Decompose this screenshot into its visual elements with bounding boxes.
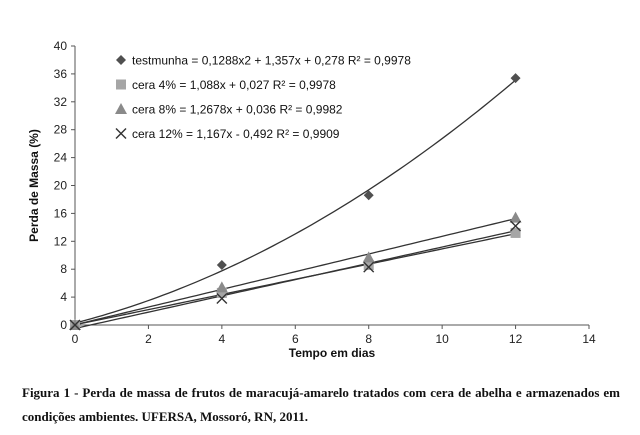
y-tick-label: 16 [54, 206, 68, 220]
legend-label-2: cera 4% = 1,088x + 0,027 R² = 0,9978 [132, 78, 336, 92]
legend-marker-4 [115, 128, 127, 139]
fit-line-series-4 [74, 230, 516, 330]
caption-line-1: Figura 1 - Perda de massa de frutos de m… [22, 385, 522, 400]
x-marker-stroke [363, 261, 375, 273]
legend-label-1: testmunha = 0,1288x2 + 1,357x + 0,278 R²… [132, 54, 411, 68]
legend: testmunha = 0,1288x2 + 1,357x + 0,278 R²… [115, 54, 411, 141]
x-tick-label: 8 [365, 332, 372, 346]
figure-caption: Figura 1 - Perda de massa de frutos de m… [22, 381, 620, 429]
data-point-series-4 [216, 293, 228, 304]
fit-lines [74, 79, 516, 330]
data-point-series-1 [216, 260, 227, 271]
y-tick-label: 0 [60, 318, 67, 332]
y-tick-label: 20 [54, 179, 68, 193]
caption-line-2: armazenados em condições ambientes. UFER… [22, 385, 621, 424]
y-tick-label: 32 [54, 95, 68, 109]
x-tick-label: 14 [582, 332, 596, 346]
x-marker-stroke [510, 220, 522, 232]
legend-marker-2 [116, 79, 126, 90]
fit-line-series-1 [74, 79, 516, 324]
data-point-series-1 [363, 190, 374, 201]
x-tick-label: 0 [72, 332, 79, 346]
data-point-series-2 [216, 287, 227, 298]
data-point-series-2 [510, 227, 521, 238]
data-point-series-1 [510, 73, 521, 84]
y-tick-label: 40 [54, 39, 68, 53]
legend-marker-1 [116, 55, 126, 65]
x-tick-label: 12 [509, 332, 523, 346]
data-point-series-4 [510, 220, 522, 232]
x-marker-stroke [216, 293, 228, 304]
legend-marker-3 [115, 103, 127, 114]
y-axis-title: Perda de Massa (%) [27, 129, 41, 242]
y-tick-label: 12 [54, 234, 68, 248]
x-tick-label: 6 [292, 332, 299, 346]
data-points [69, 73, 522, 331]
data-point-series-3 [362, 251, 375, 263]
x-marker-stroke [69, 319, 81, 331]
legend-label-4: cera 12% = 1,167x - 0,492 R² = 0,9909 [132, 127, 340, 141]
fit-line-series-3 [74, 217, 516, 326]
x-tick-label: 10 [435, 332, 449, 346]
data-point-series-3 [215, 281, 228, 293]
data-point-series-4 [69, 319, 81, 331]
y-tick-label: 24 [54, 151, 68, 165]
x-tick-label: 4 [219, 332, 226, 346]
y-tick-label: 28 [54, 123, 68, 137]
x-tick-label: 2 [145, 332, 152, 346]
x-marker-stroke [115, 128, 127, 139]
data-point-series-3 [509, 211, 522, 223]
y-tick-label: 8 [60, 262, 67, 276]
x-axis-title: Tempo em dias [289, 346, 376, 360]
y-tick-label: 4 [60, 290, 67, 304]
legend-label-3: cera 8% = 1,2678x + 0,036 R² = 0,9982 [132, 103, 343, 117]
data-point-series-2 [363, 260, 374, 271]
data-point-series-4 [363, 261, 375, 273]
y-tick-label: 36 [54, 67, 68, 81]
